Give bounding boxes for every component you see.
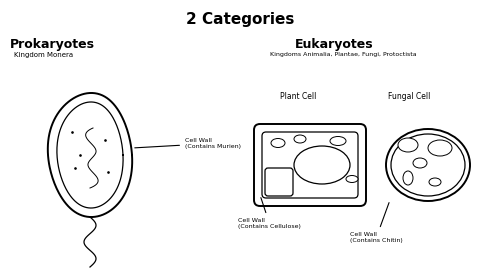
Text: Fungal Cell: Fungal Cell [388, 92, 431, 101]
Text: Eukaryotes: Eukaryotes [295, 38, 373, 51]
Ellipse shape [330, 137, 346, 146]
Text: Prokaryotes: Prokaryotes [10, 38, 95, 51]
Text: Cell Wall
(Contains Chitin): Cell Wall (Contains Chitin) [350, 202, 403, 243]
Ellipse shape [294, 146, 350, 184]
Ellipse shape [398, 138, 418, 152]
Ellipse shape [413, 158, 427, 168]
Ellipse shape [403, 171, 413, 185]
Text: Kingdoms Animalia, Plantae, Fungi, Protoctista: Kingdoms Animalia, Plantae, Fungi, Proto… [270, 52, 417, 57]
Ellipse shape [391, 134, 465, 196]
FancyBboxPatch shape [265, 168, 293, 196]
FancyBboxPatch shape [254, 124, 366, 206]
Ellipse shape [428, 140, 452, 156]
Text: Cell Wall
(Contains Murien): Cell Wall (Contains Murien) [135, 138, 241, 149]
Ellipse shape [429, 178, 441, 186]
Text: Cell Wall
(Contains Cellulose): Cell Wall (Contains Cellulose) [238, 198, 301, 229]
Ellipse shape [294, 135, 306, 143]
Text: 2 Categories: 2 Categories [186, 12, 294, 27]
Text: Kingdom Monera: Kingdom Monera [14, 52, 73, 58]
FancyBboxPatch shape [262, 132, 358, 198]
Text: Plant Cell: Plant Cell [280, 92, 316, 101]
Ellipse shape [271, 139, 285, 147]
Ellipse shape [386, 129, 470, 201]
Ellipse shape [346, 176, 358, 183]
